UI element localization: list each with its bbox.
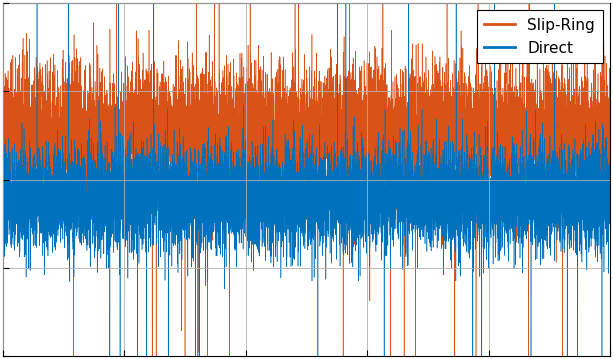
Direct — [25, 199, 32, 203]
Direct — [574, 164, 582, 169]
Legend: Slip-Ring, Direct: Slip-Ring, Direct — [477, 10, 603, 64]
Direct — [606, 229, 613, 233]
Slip-Ring — [574, 177, 582, 181]
Slip-Ring — [2, 92, 9, 96]
Slip-Ring — [118, 190, 126, 194]
Line: Direct: Direct — [3, 0, 610, 359]
Direct — [36, 146, 43, 150]
Direct — [118, 201, 126, 205]
Direct — [0, 151, 7, 155]
Slip-Ring — [36, 154, 43, 158]
Slip-Ring — [296, 203, 303, 208]
Slip-Ring — [606, 126, 613, 131]
Slip-Ring — [25, 158, 32, 163]
Direct — [296, 171, 303, 176]
Direct — [2, 242, 9, 246]
Line: Slip-Ring: Slip-Ring — [3, 0, 610, 359]
Slip-Ring — [0, 178, 7, 182]
